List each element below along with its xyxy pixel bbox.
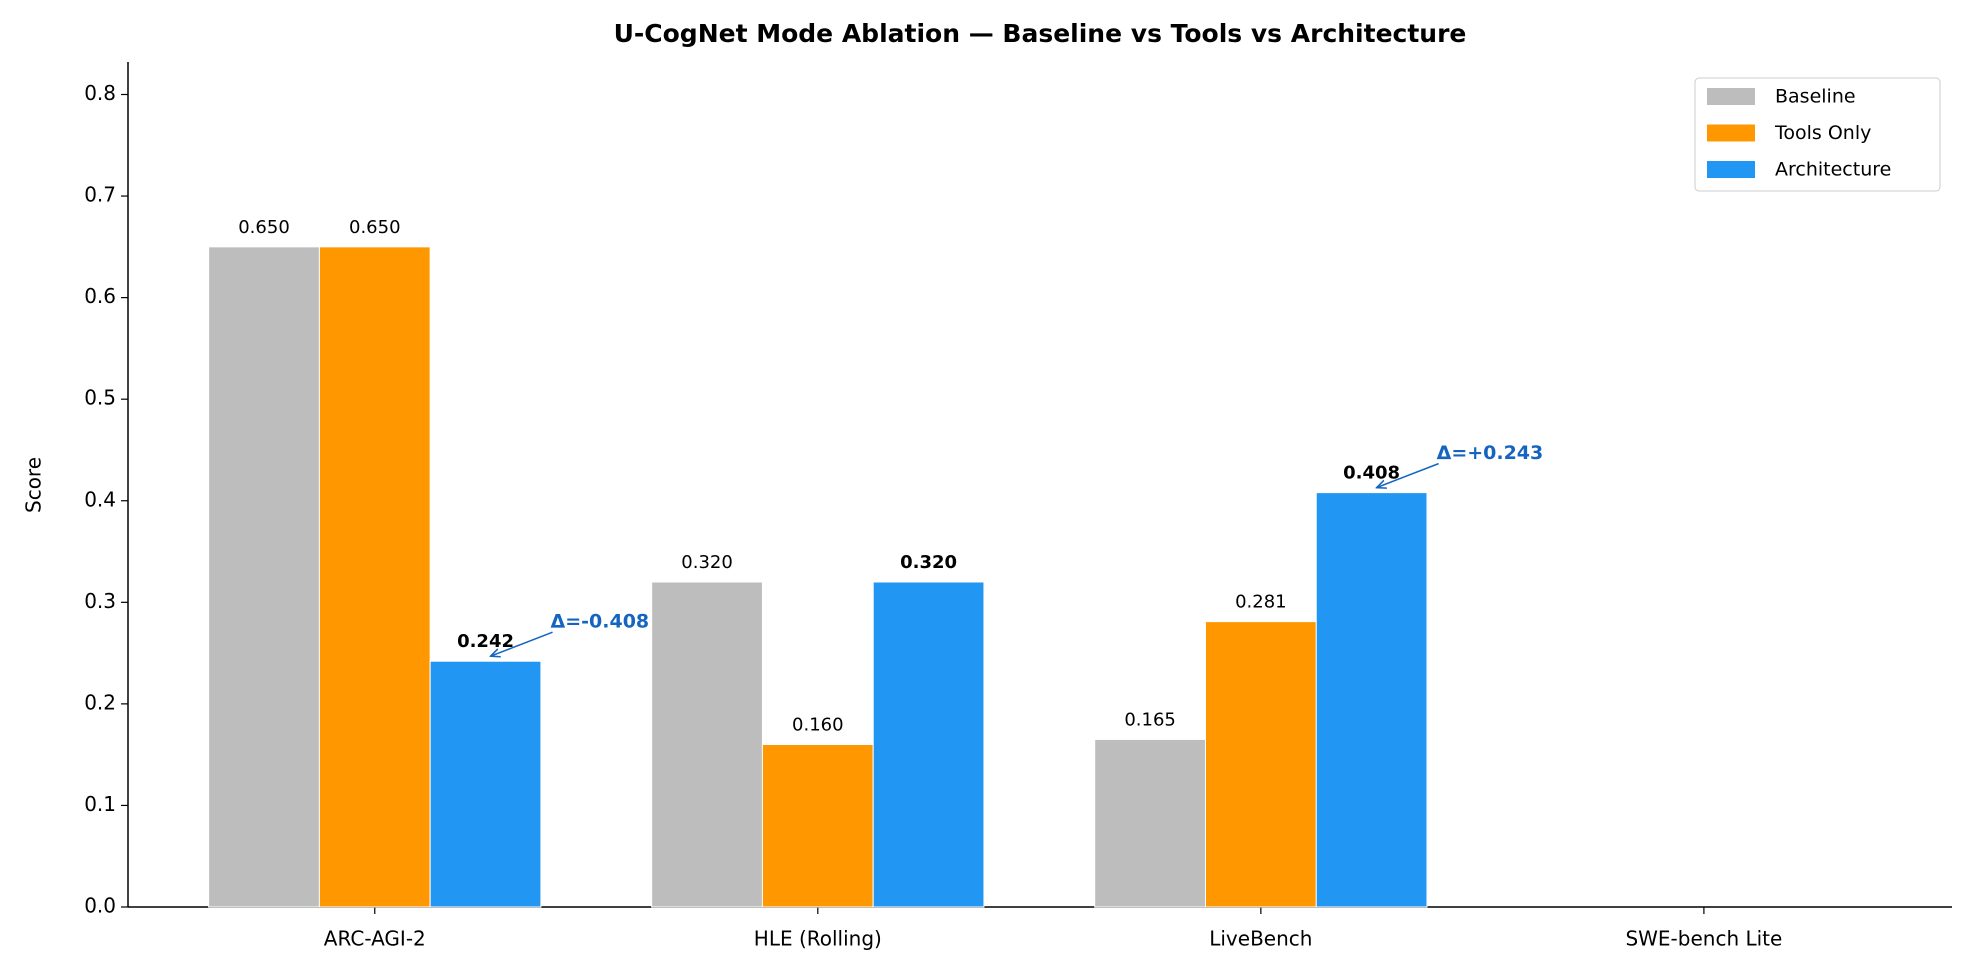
bar	[1315, 492, 1428, 908]
y-tick-label: 0.0	[84, 894, 116, 918]
value-label: 0.408	[1343, 463, 1400, 484]
bar	[208, 246, 320, 908]
value-label: 0.281	[1235, 592, 1287, 613]
y-axis-label: Score	[22, 457, 46, 513]
y-tick-label: 0.8	[84, 81, 116, 105]
y-tick-label: 0.4	[84, 487, 116, 511]
value-label: 0.650	[238, 217, 290, 238]
value-label: 0.650	[349, 217, 401, 238]
annotation: Δ=+0.243	[1437, 442, 1544, 464]
x-tick-label: SWE-bench Lite	[1625, 927, 1782, 951]
legend-label: Architecture	[1775, 159, 1891, 181]
bar	[651, 581, 763, 908]
x-tick-label: HLE (Rolling)	[754, 927, 882, 951]
y-tick-label: 0.6	[84, 284, 116, 308]
x-tick-label: ARC-AGI-2	[324, 927, 426, 951]
bar	[1094, 738, 1206, 908]
legend-swatch	[1707, 124, 1755, 142]
chart-title: U-CogNet Mode Ablation — Baseline vs Too…	[614, 19, 1467, 48]
y-tick-label: 0.1	[84, 792, 116, 816]
bar	[318, 246, 431, 908]
y-tick-label: 0.7	[84, 183, 116, 207]
bar	[761, 744, 874, 908]
bar	[872, 581, 985, 908]
bar	[1204, 621, 1317, 908]
value-label: 0.320	[681, 552, 733, 573]
legend-label: Baseline	[1775, 86, 1856, 108]
x-tick-label: LiveBench	[1209, 927, 1312, 951]
y-tick-label: 0.5	[84, 386, 116, 410]
annotation-arrow	[491, 631, 553, 656]
y-tick-label: 0.3	[84, 589, 116, 613]
value-label: 0.320	[900, 552, 957, 573]
bar	[429, 660, 542, 908]
legend-label: Tools Only	[1774, 122, 1871, 144]
annotation: Δ=-0.408	[551, 611, 650, 633]
value-label: 0.160	[792, 715, 844, 736]
legend-swatch	[1707, 88, 1755, 105]
annotation-arrow	[1377, 462, 1439, 488]
value-label: 0.165	[1124, 709, 1176, 730]
legend-swatch	[1707, 161, 1755, 178]
legend-box	[1694, 77, 1941, 192]
value-label: 0.242	[457, 631, 514, 652]
y-tick-label: 0.2	[84, 690, 116, 714]
